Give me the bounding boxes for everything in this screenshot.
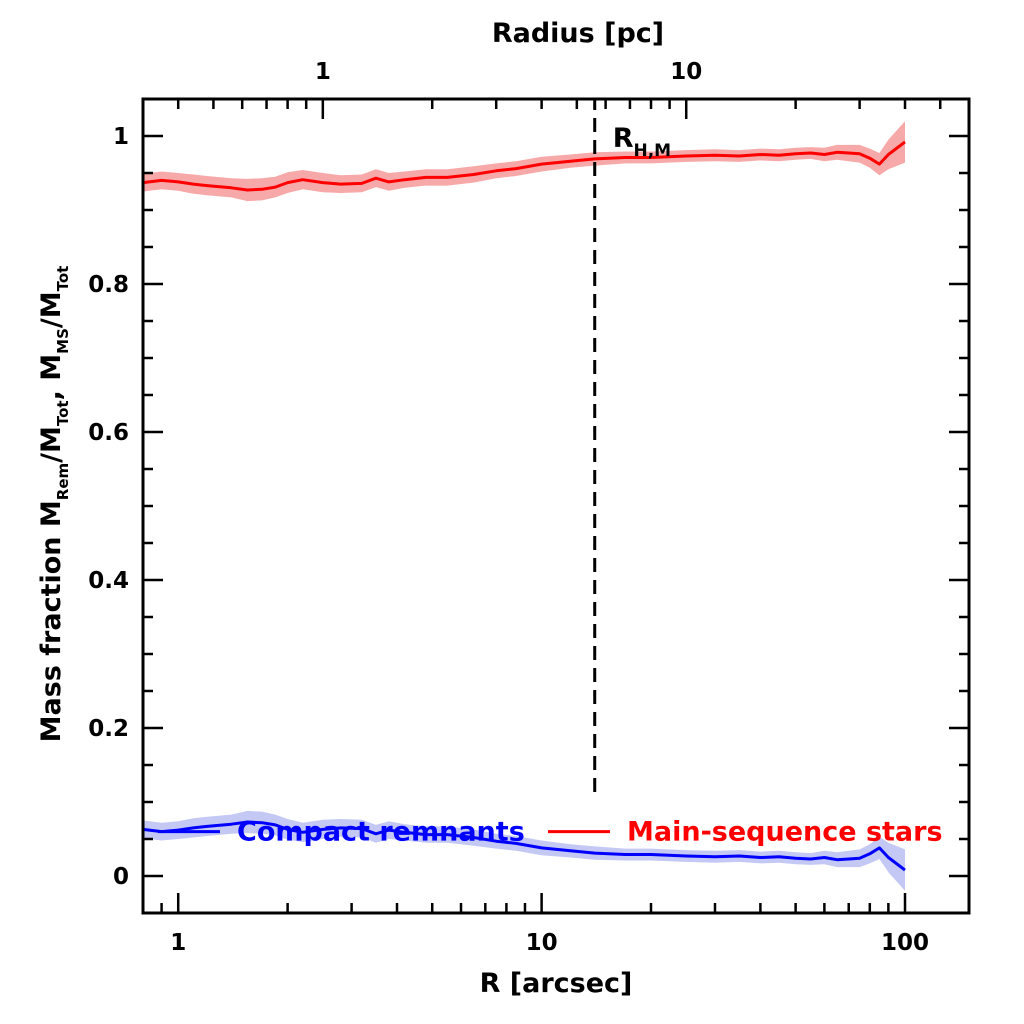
y-axis-title-part: Mass fraction M [36, 500, 67, 742]
legend-main-sequence-stars-label: Main-sequence stars [627, 817, 943, 848]
x-tick-label: 10 [526, 930, 558, 956]
series-lines [142, 140, 906, 872]
main-sequence-stars-line [142, 140, 906, 192]
x-tick-label: 100 [881, 930, 929, 956]
compact-remnants-line [142, 820, 906, 872]
plot-frame [141, 97, 971, 915]
legend-compact-remnants-label: Compact remnants [237, 817, 525, 848]
y-axis-title: Mass fraction MRem/MTot, MMS/MTot [36, 266, 72, 743]
half-mass-radius-label-sub: H,M [634, 141, 672, 161]
top-x-tick-label: 10 [670, 59, 702, 85]
y-axis-title-sub: Tot [54, 266, 72, 292]
y-tick-label: 0 [113, 864, 129, 890]
y-tick-label: 0.8 [88, 272, 129, 298]
legend: Compact remnants Main-sequence stars [158, 817, 943, 848]
y-axis-title-part: /M [36, 426, 67, 463]
x-tick-label: 1 [170, 930, 186, 956]
main-sequence-stars-band [143, 121, 905, 202]
y-axis-title-sub: Tot [54, 400, 72, 426]
y-tick-label: 0.4 [88, 568, 129, 594]
top-x-axis-title: Radius [pc] [492, 18, 664, 49]
y-axis-title-part: , M [36, 354, 67, 401]
compact-remnants-band [143, 810, 905, 891]
y-axis-title-sub: Rem [54, 463, 72, 500]
y-tick-label: 0.2 [88, 716, 129, 742]
half-mass-radius-label-main: R [613, 123, 634, 154]
x-axis-title: R [arcsec] [480, 968, 633, 999]
axis-ticks [141, 97, 971, 913]
y-tick-label: 1 [113, 124, 129, 150]
y-tick-label: 0.6 [88, 420, 129, 446]
top-x-tick-label: 1 [315, 59, 331, 85]
uncertainty-bands [143, 121, 905, 891]
y-axis-title-sub: MS [54, 328, 72, 354]
y-axis-title-part: /M [36, 291, 67, 328]
half-mass-radius-label: RH,M [613, 123, 671, 161]
